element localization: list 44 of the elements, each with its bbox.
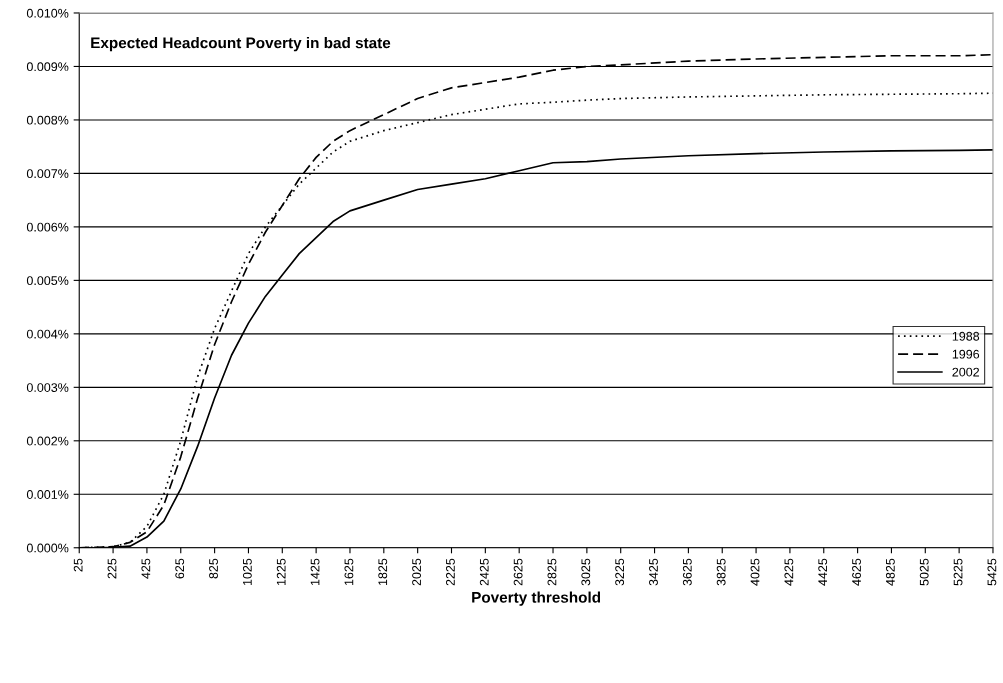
x-tick-label: 4225 bbox=[784, 558, 794, 586]
x-tick-label: 2025 bbox=[412, 558, 422, 586]
x-tick-label: 4425 bbox=[818, 558, 828, 586]
x-tick-label: 1225 bbox=[276, 558, 286, 586]
x-tick-label: 2225 bbox=[446, 558, 455, 586]
y-tick-label: 0.007% bbox=[26, 169, 69, 179]
x-axis-title: Poverty threshold bbox=[472, 591, 601, 606]
x-tick-label: 1425 bbox=[310, 558, 320, 586]
x-tick-label: 3825 bbox=[716, 558, 726, 586]
y-tick-label: 0.005% bbox=[26, 276, 69, 286]
legend-label: 1996 bbox=[952, 349, 980, 359]
x-tick-label: 2625 bbox=[513, 558, 523, 586]
y-tick-label: 0.006% bbox=[26, 222, 69, 232]
legend-label: 1988 bbox=[952, 331, 980, 341]
y-tick-label: 0.002% bbox=[26, 436, 69, 446]
x-tick-label: 1825 bbox=[378, 558, 388, 586]
x-tick-label: 3025 bbox=[581, 558, 591, 586]
legend-label: 2002 bbox=[952, 367, 980, 377]
x-tick-label: 625 bbox=[175, 558, 185, 579]
y-tick-label: 0.003% bbox=[26, 383, 69, 392]
y-tick-label: 0.010% bbox=[26, 8, 69, 18]
y-tick-label: 0.009% bbox=[26, 62, 69, 72]
x-tick-label: 225 bbox=[107, 558, 117, 579]
x-tick-label: 4625 bbox=[852, 558, 861, 586]
x-tick-label: 3425 bbox=[649, 558, 658, 586]
y-tick-label: 0.004% bbox=[26, 329, 69, 339]
x-tick-label: 4025 bbox=[750, 558, 760, 586]
x-tick-label: 4825 bbox=[885, 558, 895, 586]
x-tick-label: 425 bbox=[141, 558, 151, 579]
x-tick-label: 1025 bbox=[242, 558, 252, 586]
x-tick-label: 5225 bbox=[953, 558, 963, 586]
x-tick-label: 1625 bbox=[344, 558, 354, 586]
x-tick-label: 5025 bbox=[919, 558, 929, 586]
y-tick-label: 0.000% bbox=[26, 543, 69, 553]
y-tick-label: 0.001% bbox=[26, 490, 69, 499]
text: Expected Headcount Poverty in bad state bbox=[91, 37, 391, 52]
x-tick-label: 2825 bbox=[547, 558, 557, 586]
x-tick-label: 5425 bbox=[987, 558, 997, 586]
x-tick-label: 3225 bbox=[615, 558, 625, 586]
x-tick-label: 3625 bbox=[682, 558, 692, 586]
x-tick-label: 2425 bbox=[479, 558, 489, 586]
x-tick-label: 825 bbox=[209, 558, 218, 579]
x-tick-label: 25 bbox=[73, 558, 83, 572]
y-tick-label: 0.008% bbox=[26, 115, 69, 125]
